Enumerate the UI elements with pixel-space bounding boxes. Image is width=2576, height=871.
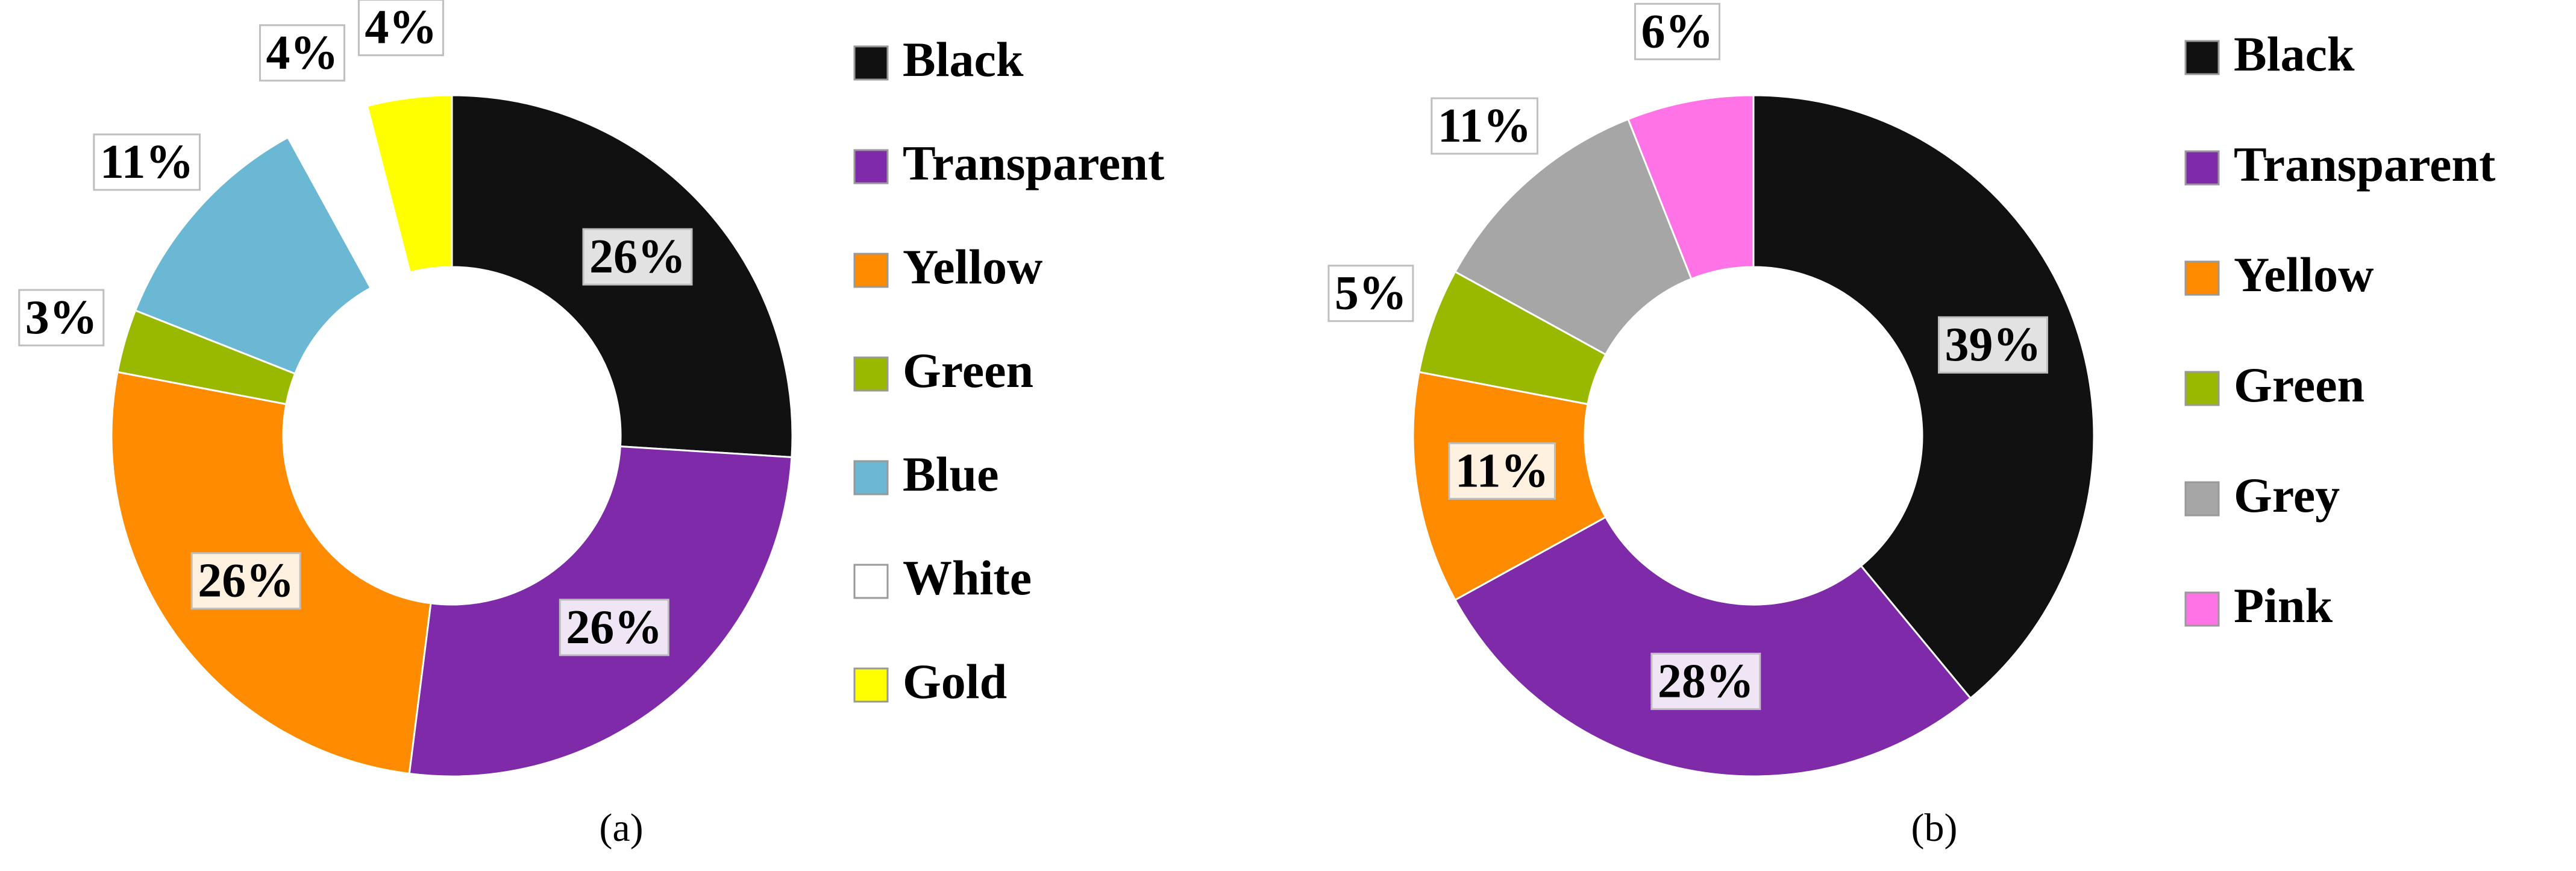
legend-label: Green [903,343,1033,398]
data-label-text: 11% [100,136,194,189]
data-label-text: 4% [266,27,339,80]
legend-swatch [2184,150,2220,186]
data-label-box [93,133,201,191]
data-label: 11% [1448,442,1556,500]
donut-slice [1453,515,1972,778]
data-label-text: 4% [365,1,437,54]
data-label-box [1448,442,1556,500]
legend-swatch [2184,591,2220,627]
legend-swatch [2184,371,2220,406]
legend-label: Grey [2234,468,2340,523]
data-label-text: 26% [198,555,294,608]
caption: (b) [1911,806,1958,850]
data-label-box [1431,97,1538,155]
legend-label: Black [2234,27,2355,81]
legend-swatch [853,564,889,599]
donut-slice [1627,94,1755,280]
legend-swatch [853,45,889,81]
legend-swatch [2184,40,2220,75]
legend-swatch [2184,481,2220,517]
legend-swatch [853,253,889,288]
donut-slice [1453,118,1693,356]
data-label: 3% [18,289,105,347]
legend-swatch [853,667,889,703]
legend-swatch [853,356,889,392]
data-label-box [559,599,669,656]
data-label-box [18,289,105,347]
data-label-text: 26% [589,230,686,283]
data-label-text: 11% [1438,99,1532,153]
data-label: 11% [1431,97,1538,155]
donut-slice [366,94,453,274]
data-label-box [1938,316,2049,374]
data-label-box [1650,652,1761,710]
legend-label: Transparent [903,136,1164,190]
data-label: 26% [190,552,301,610]
data-label-text: 3% [25,291,98,344]
data-label-box [357,0,444,57]
data-label-text: 6% [1641,5,1714,58]
legend-label: Green [2234,357,2364,412]
data-label-box [582,228,693,286]
data-label-box [1634,2,1721,60]
data-label: 5% [1327,265,1414,322]
legend-label: Yellow [903,239,1042,294]
caption: (a) [599,806,643,850]
data-label: 39% [1938,316,2049,374]
data-label-text: 11% [1455,444,1549,497]
legend-label: Yellow [2234,247,2374,302]
legend-swatch [853,460,889,495]
legend-label: Gold [903,654,1007,709]
legend-label: White [903,550,1032,605]
data-label: 6% [1634,2,1721,60]
data-label-text: 26% [566,601,662,654]
legend-swatch [2184,260,2220,296]
data-label-text: 39% [1945,318,2042,371]
legend-label: Black [903,32,1024,87]
legend-swatch [853,149,889,184]
data-label-box [190,552,301,610]
legend-label: Blue [903,447,998,502]
data-label-box [259,24,346,82]
data-label: 4% [357,0,444,57]
data-label: 11% [93,133,201,191]
data-label-text: 28% [1658,655,1754,708]
donut-slice [134,136,372,375]
data-label: 26% [559,599,669,656]
data-label-text: 5% [1335,267,1407,320]
donut-slice [1752,94,2095,700]
legend-label: Pink [2234,578,2333,633]
data-label: 4% [259,24,346,82]
data-label: 28% [1650,652,1761,710]
data-label-box [1327,265,1414,322]
data-label: 26% [582,228,693,286]
legend-label: Transparent [2234,137,2495,192]
